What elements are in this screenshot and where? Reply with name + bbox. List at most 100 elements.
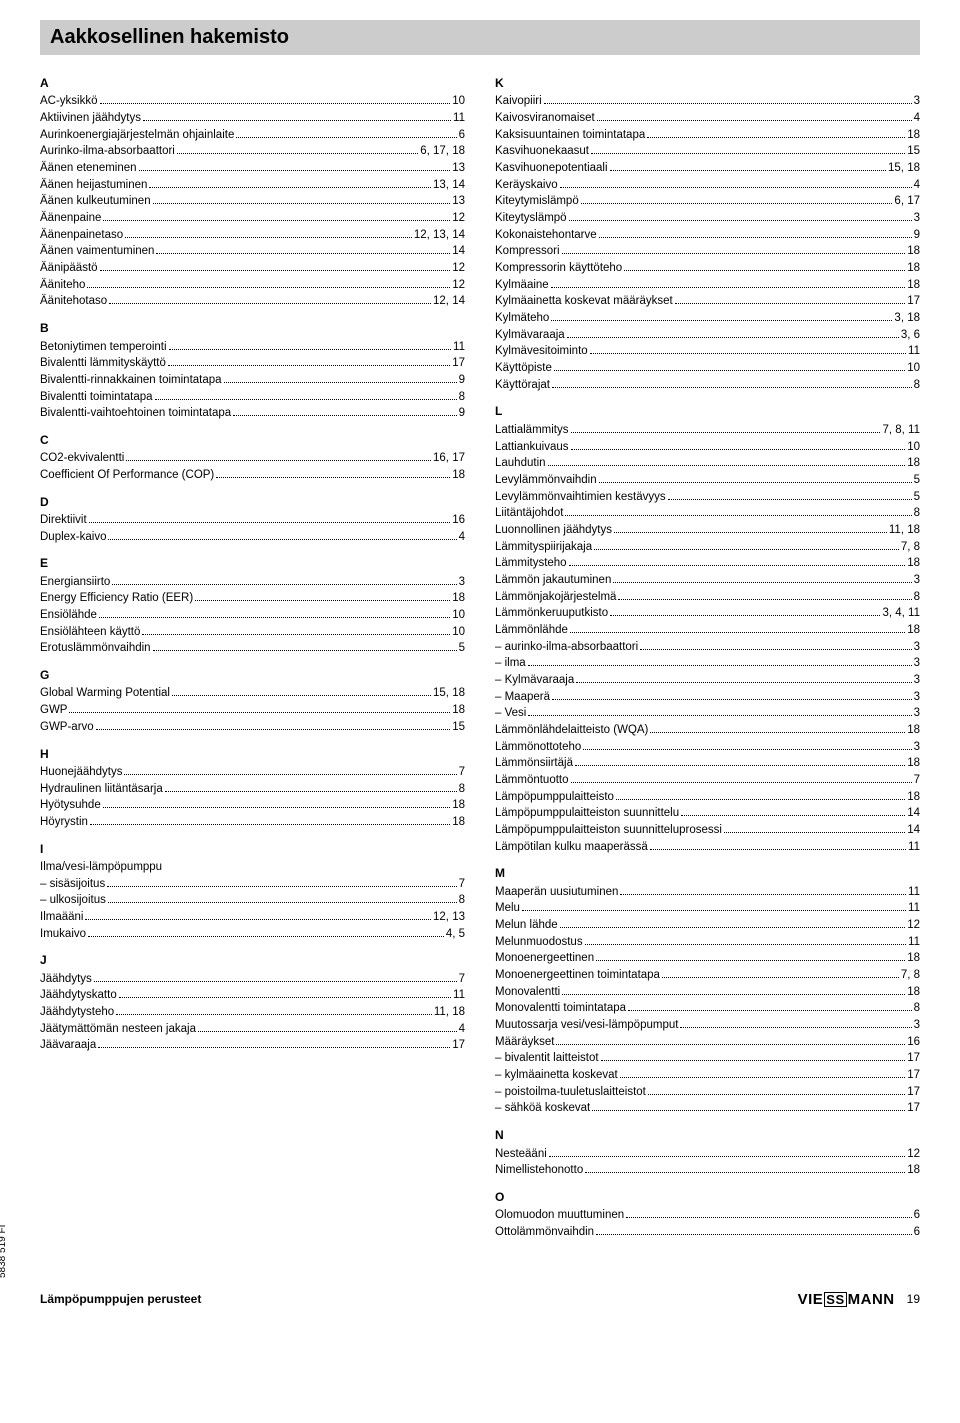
entry-page: 13 (452, 160, 465, 177)
entry-dots (628, 1010, 912, 1011)
entry-term: Kylmävesitoiminto (495, 343, 588, 360)
entry-dots (544, 103, 912, 104)
entry-page: 8 (914, 1000, 920, 1017)
index-entry: sisäsijoitus7 (40, 876, 465, 893)
index-entry: Lämpötilan kulku maaperässä11 (495, 839, 920, 856)
index-entry: Kaivopiiri3 (495, 93, 920, 110)
index-entry: Levylämmönvaihdin5 (495, 472, 920, 489)
entry-term: Huonejäähdytys (40, 764, 122, 781)
entry-term: Imukaivo (40, 926, 86, 943)
entry-term: Lattiankuivaus (495, 439, 569, 456)
entry-dots (662, 977, 899, 978)
left-column: AAC-yksikkö10Aktiivinen jäähdytys11Aurin… (40, 75, 465, 1241)
entry-page: 12 (907, 1146, 920, 1163)
entry-dots (569, 565, 906, 566)
footer-right: VIESSMANN 19 (798, 1291, 920, 1308)
entry-term: Kylmävaraaja (495, 672, 574, 689)
entry-term: Ääniteho (40, 277, 85, 294)
index-entry: Höyrystin18 (40, 814, 465, 831)
index-entry: Bivalentti lämmityskäyttö17 (40, 355, 465, 372)
entry-page: 9 (459, 372, 465, 389)
entry-page: 3 (914, 639, 920, 656)
index-entry: Kylmävaraaja 3 (495, 672, 920, 689)
entry-page: 14 (907, 805, 920, 822)
logo-mid: SS (824, 1292, 846, 1307)
entry-page: 3, 4, 11 (882, 605, 920, 622)
entry-dots (585, 1172, 905, 1173)
entry-term: Bivalentti lämmityskäyttö (40, 355, 166, 372)
entry-page: 14 (452, 243, 465, 260)
entry-dots (195, 600, 450, 601)
section-letter: C (40, 432, 465, 449)
entry-term: Monoenergeettinen (495, 950, 594, 967)
entry-term: Kylmäteho (495, 310, 549, 327)
entry-dots (675, 303, 906, 304)
entry-page: 11 (908, 900, 920, 917)
side-label: 5838 519 FI (0, 1224, 8, 1277)
index-entry: Lämmönlähdelaitteisto (WQA)18 (495, 722, 920, 739)
entry-term: Ensiölähde (40, 607, 97, 624)
index-entry: Nimellistehonotto18 (495, 1162, 920, 1179)
entry-dots (576, 682, 911, 683)
index-entry: Huonejäähdytys7 (40, 764, 465, 781)
index-entry: Maaperän uusiutuminen11 (495, 884, 920, 901)
entry-page: 8 (459, 389, 465, 406)
entry-term: bivalentit laitteistot (495, 1050, 599, 1067)
entry-term: Lämmönkeruuputkisto (495, 605, 608, 622)
entry-term: Nesteääni (495, 1146, 547, 1163)
entry-page: 8 (459, 781, 465, 798)
entry-term: Lattialämmitys (495, 422, 569, 439)
entry-term: Lämmönjakojärjestelmä (495, 589, 616, 606)
entry-page: 12, 14 (433, 293, 465, 310)
entry-dots (165, 791, 457, 792)
section-letter: G (40, 667, 465, 684)
index-entry: aurinko-ilma-absorbaattori3 (495, 639, 920, 656)
entry-dots (143, 120, 451, 121)
entry-term: poistoilma-tuuletuslaitteistot (495, 1084, 646, 1101)
entry-term: kylmäainetta koskevat (495, 1067, 618, 1084)
entry-page: 4 (459, 529, 465, 546)
entry-dots (620, 894, 906, 895)
entry-term: Äänen kulkeutuminen (40, 193, 151, 210)
index-entry: Nesteääni 12 (495, 1146, 920, 1163)
entry-term: Lämpöpumppulaitteiston suunnitteluproses… (495, 822, 722, 839)
index-entry: Lämmönjakojärjestelmä8 (495, 589, 920, 606)
entry-dots (126, 460, 431, 461)
section-letter: J (40, 952, 465, 969)
index-entry: GWP18 (40, 702, 465, 719)
entry-page: 17 (907, 293, 920, 310)
entry-dots (155, 399, 457, 400)
entry-dots (562, 994, 905, 995)
index-entry: Kylmäaine18 (495, 277, 920, 294)
entry-term: Ensiölähteen käyttö (40, 624, 140, 641)
index-entry: Global Warming Potential15, 18 (40, 685, 465, 702)
entry-page: 3 (914, 210, 920, 227)
entry-term: Kaksisuuntainen toimintatapa (495, 127, 645, 144)
index-entry: Ilma/vesi-lämpöpumppu (40, 859, 465, 876)
entry-dots (650, 732, 905, 733)
entry-dots (571, 432, 881, 433)
entry-dots (156, 253, 450, 254)
entry-page: 10 (452, 624, 465, 641)
index-entry: Aurinko-ilma-absorbaattori6, 17, 18 (40, 143, 465, 160)
entry-page: 3 (914, 672, 920, 689)
entry-term: Äänen heijastuminen (40, 177, 147, 194)
entry-dots (98, 1047, 450, 1048)
index-entry: Luonnollinen jäähdytys11, 18 (495, 522, 920, 539)
entry-page: 3 (914, 689, 920, 706)
entry-dots (528, 715, 911, 716)
entry-term: Aurinko-ilma-absorbaattori (40, 143, 175, 160)
entry-term: Monovalentti toimintatapa (495, 1000, 626, 1017)
entry-term: Lämmönsiirtäjä (495, 755, 573, 772)
entry-term: Vesi (495, 705, 526, 722)
index-entry: Kaksisuuntainen toimintatapa18 (495, 127, 920, 144)
entry-dots (153, 650, 457, 651)
entry-term: Maaperän uusiutuminen (495, 884, 618, 901)
entry-page: 11 (908, 934, 920, 951)
logo-right: MANN (848, 1291, 895, 1308)
entry-dots (103, 807, 450, 808)
entry-dots (90, 824, 450, 825)
entry-dots (618, 599, 911, 600)
entry-dots (560, 927, 906, 928)
entry-term: Lämmitysteho (495, 555, 567, 572)
